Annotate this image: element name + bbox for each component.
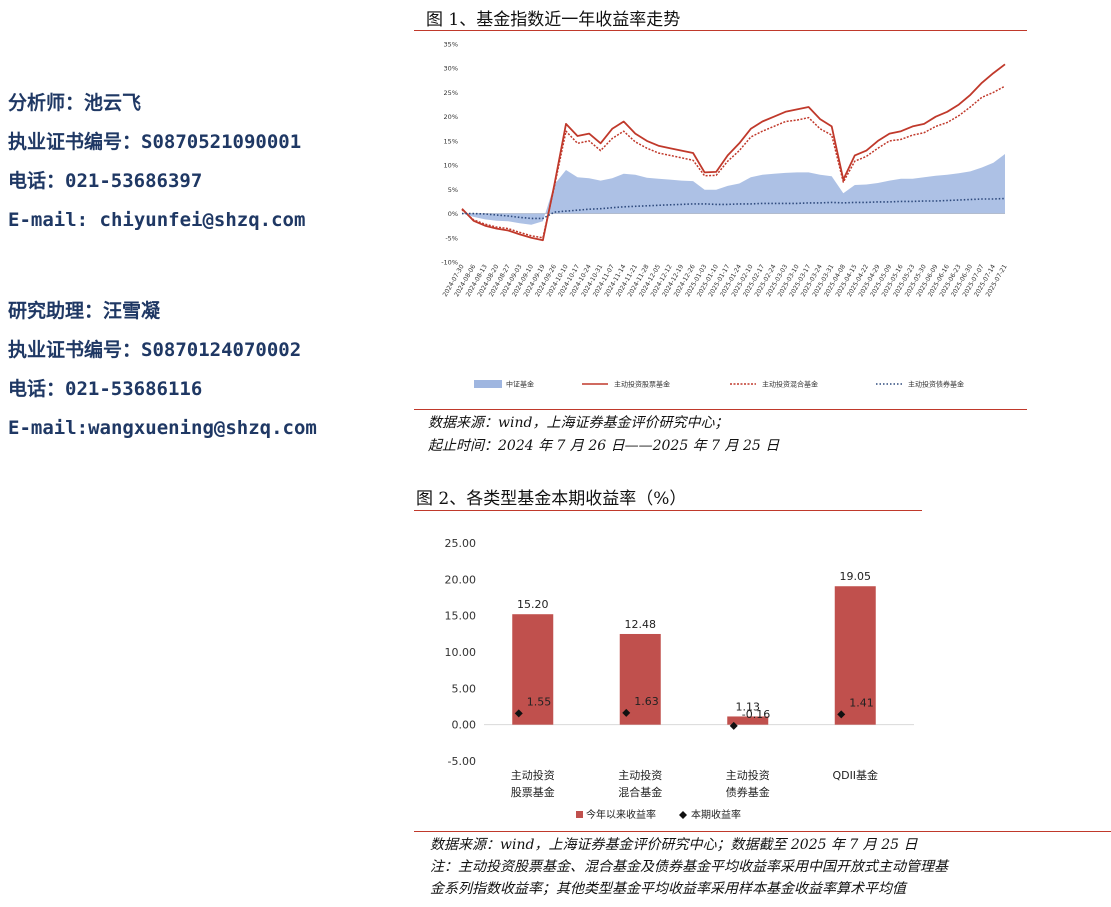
figure1-period: 起止时间：2024 年 7 月 26 日——2025 年 7 月 25 日 [428,438,780,454]
legend-label-1: 主动投资股票基金 [614,380,670,389]
legend-swatch-bar [576,811,583,818]
y-tick-label: 10.00 [445,646,477,659]
point-value-label: 1.55 [527,695,552,708]
figure2-bottom-rule [414,831,1111,832]
point-marker [729,721,738,730]
point-value-label: 1.41 [849,696,874,709]
figure2-note-line1: 注：主动投资股票基金、混合基金及债券基金平均收益率采用中国开放式主动管理基 [430,859,948,875]
legend-label-point: 本期收益率 [691,808,741,821]
legend-label-3: 主动投资债券基金 [908,380,964,389]
y-tick-label: 15% [444,137,458,145]
y-tick-label: 0% [448,210,458,218]
figure2-top-rule [414,510,922,511]
series-line-3 [462,197,1006,220]
point-value-label: -0.16 [742,708,770,721]
bar-value-label: 19.05 [840,570,872,583]
figure1-source: 数据来源：wind，上海证券基金评价研究中心； [428,415,729,431]
assistant-email[interactable]: E-mail:wangxuening@shzq.com [8,417,317,439]
bar-chart: -5.00 0.00 5.00 10.00 15.00 20.00 25.00 15.20 1.… [445,537,914,821]
category-label: 债券基金 [726,785,770,799]
y-tick-label: 20% [444,113,458,121]
y-tick-label: 15.00 [445,610,477,623]
figure1-top-rule [414,30,1027,31]
legend-label-bar: 今年以来收益率 [586,808,656,821]
category-label: 主动投资 [726,768,770,782]
y-tick-label: 25.00 [445,537,477,550]
y-tick-label: 5% [448,186,458,194]
y-tick-label: -5% [445,234,458,242]
y-tick-label: 20.00 [445,573,477,586]
analyst-info: 分析师：池云飞 执业证书编号：S0870521090001 电话：021-536… [8,84,408,448]
figure2-note-line2: 金系列指数收益率；其他类型基金平均收益率采用样本基金收益率算术平均值 [430,881,906,897]
legend-swatch-0 [474,380,502,388]
assistant-cert: 执业证书编号：S0870124070002 [8,339,302,361]
figure1-bottom-rule [414,409,1027,410]
bar [512,614,554,725]
figure2-source: 数据来源：wind，上海证券基金评价研究中心；数据截至 2025 年 7 月 2… [430,837,918,853]
category-label: 股票基金 [511,785,555,799]
analyst-cert: 执业证书编号：S0870521090001 [8,131,302,153]
y-tick-label: 5.00 [452,682,477,695]
bar-value-label: 15.20 [517,598,549,611]
point-marker [837,710,846,719]
series-area-0 [462,154,1005,225]
point-marker [622,708,631,717]
figure1-title: 图 1、基金指数近一年收益率走势 [426,10,681,30]
series-line-1 [461,63,1006,242]
category-label: QDII基金 [832,768,878,782]
line-chart: -10%-5%0%5%10%15%20%25%30%35%2024-07-302… [441,41,1009,389]
y-tick-label: -10% [441,259,458,267]
assistant-name: 研究助理：汪雪凝 [8,300,161,322]
figure2-title: 图 2、各类型基金本期收益率（%） [416,489,687,509]
y-tick-label: 0.00 [452,719,477,732]
legend-label-0: 中证基金 [506,380,534,389]
analyst-phone: 电话：021-53686397 [8,170,203,192]
point-value-label: 1.63 [634,695,659,708]
category-label: 主动投资 [618,768,662,782]
assistant-phone: 电话：021-53686116 [8,378,203,400]
series-line-2 [461,85,1006,239]
y-tick-label: 35% [444,41,458,49]
bar [727,716,769,725]
legend-label-2: 主动投资混合基金 [762,380,818,389]
y-tick-label: 10% [444,162,458,170]
bar-value-label: 1.13 [736,700,761,713]
point-marker [514,709,523,718]
category-label: 主动投资 [511,768,555,782]
y-tick-label: -5.00 [448,755,476,768]
bar [834,586,876,725]
legend-swatch-point [679,811,687,819]
bar-value-label: 12.48 [625,618,657,631]
analyst-email[interactable]: E-mail: chiyunfei@shzq.com [8,209,306,231]
category-label: 混合基金 [618,785,662,799]
analyst-name: 分析师：池云飞 [8,92,142,114]
y-tick-label: 25% [444,89,458,97]
y-tick-label: 30% [444,65,458,73]
